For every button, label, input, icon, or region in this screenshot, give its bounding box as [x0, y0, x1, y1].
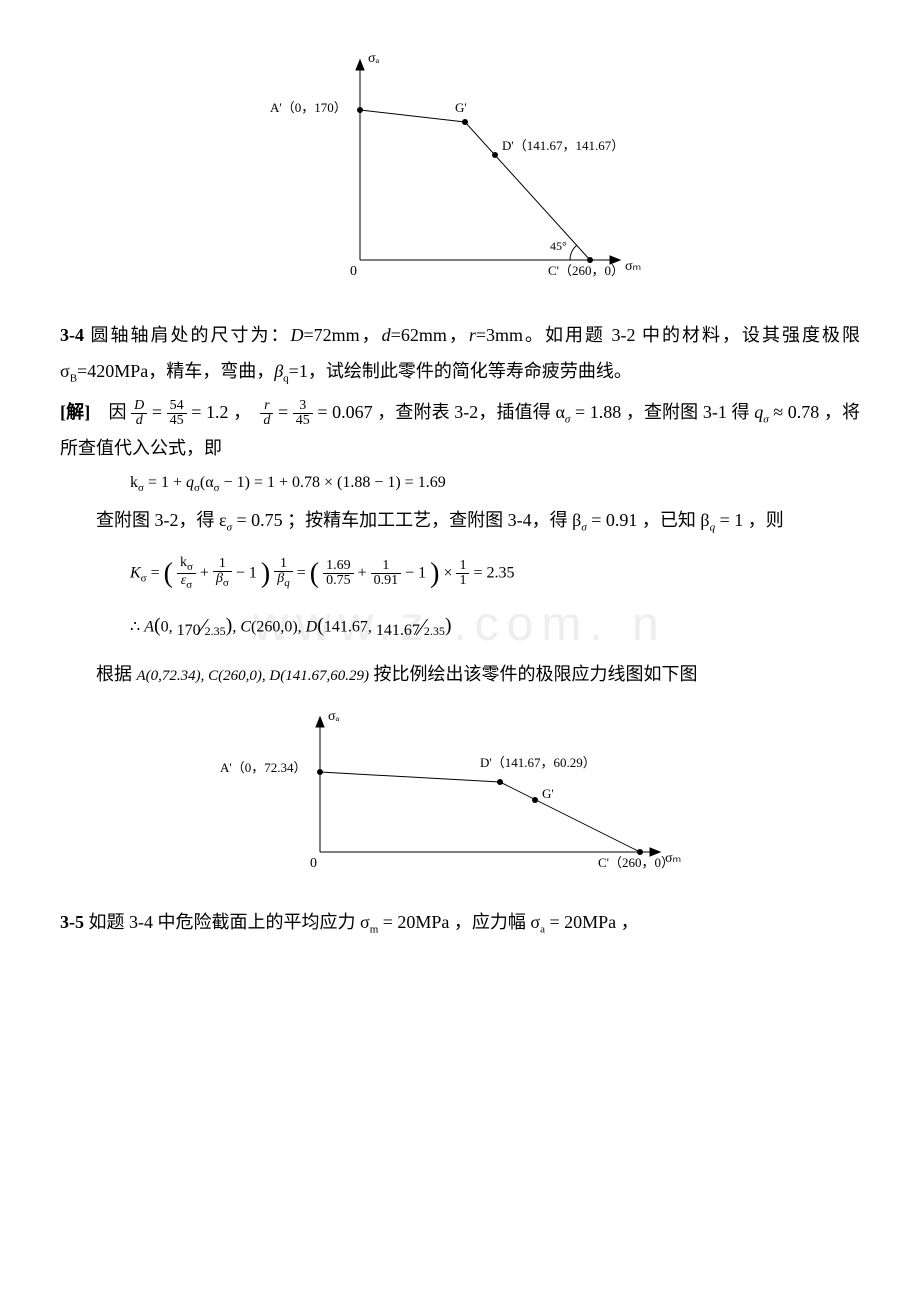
- origin-label-2: 0: [310, 856, 317, 871]
- point-a: A'（0，170）: [270, 100, 347, 115]
- point-d: D'（141.67，141.67）: [502, 138, 624, 153]
- origin-label: 0: [350, 264, 357, 279]
- figure-1: σₐ σₘ 0 A'（0，170） G' D'（141.67，141.67） C…: [60, 50, 860, 307]
- equation-k-sigma: kσ = 1 + qσ(ασ − 1) = 1 + 0.78 × (1.88 −…: [130, 470, 860, 498]
- equation-big-k: Kσ = ( kσεσ + 1βσ − 1 ) 1βq = ( 1.690.75…: [130, 543, 860, 605]
- point-c-2: C'（260，0）: [598, 855, 674, 870]
- point-g-2: G': [542, 786, 554, 801]
- problem-3-4: 3-4 圆轴轴肩处的尺寸为：D=72mm，d=62mm，r=3mm。如用题 3-…: [60, 317, 860, 390]
- solution-line-1: [解] 因 Dd = 5445 = 1.2 ， rd = 345 = 0.067…: [60, 394, 860, 467]
- point-g: G': [455, 100, 467, 115]
- axis-x-label: σₘ: [625, 259, 641, 274]
- point-a-2: A'（0，72.34）: [220, 760, 306, 775]
- point-c: C'（260，0）: [548, 263, 624, 278]
- problem-3-5: 3-5 如题 3-4 中危险截面上的平均应力 σm = 20MPa ，应力幅 σ…: [60, 904, 860, 941]
- angle-label: 45°: [550, 239, 567, 253]
- axis-y-label: σₐ: [368, 51, 380, 66]
- problem-number: 3-4: [60, 325, 84, 345]
- solution-line-2: 查附图 3-2，得 εσ = 0.75 ；按精车加工工艺，查附图 3-4，得 β…: [60, 502, 860, 539]
- solution-line-3: 根据 A(0,72.34), C(260,0), D(141.67,60.29)…: [60, 656, 860, 692]
- figure-2: σₐ σₘ 0 A'（0，72.34） D'（141.67，60.29） G' …: [60, 702, 860, 894]
- point-d-2: D'（141.67，60.29）: [480, 755, 596, 770]
- axis-y-label-2: σₐ: [328, 709, 340, 724]
- equation-acd: ∴ A(0, 170⁄2.35), C(260,0), D(141.67, 14…: [130, 604, 860, 652]
